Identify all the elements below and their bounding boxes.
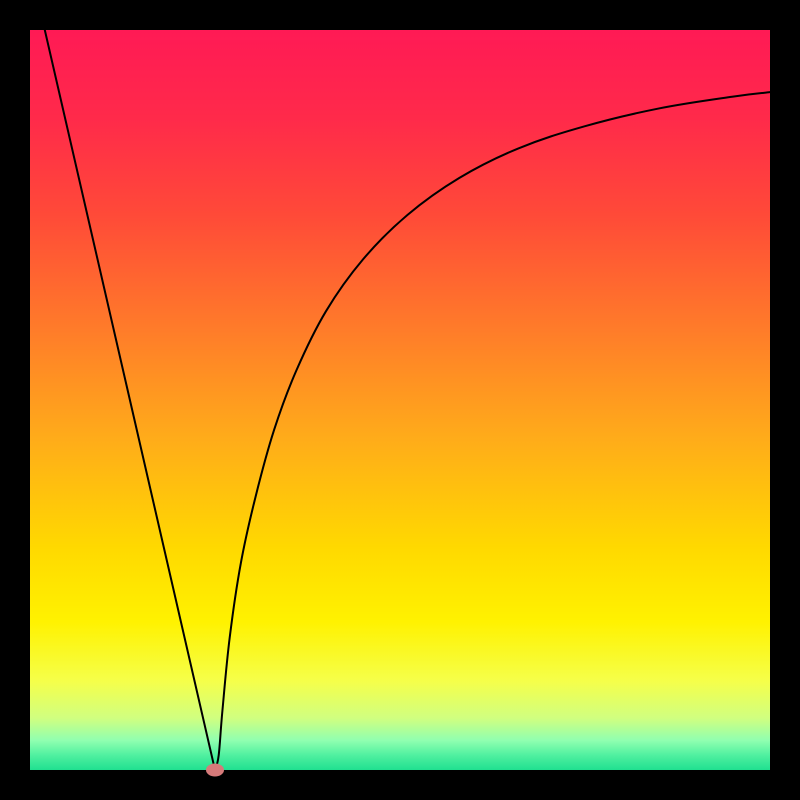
chart-canvas: TheBottleneck.com [0,0,800,800]
plot-svg [30,30,770,770]
watermark-text: TheBottleneck.com [609,6,780,29]
minimum-marker [206,764,224,777]
gradient-background [30,30,770,770]
plot-area [30,30,770,770]
